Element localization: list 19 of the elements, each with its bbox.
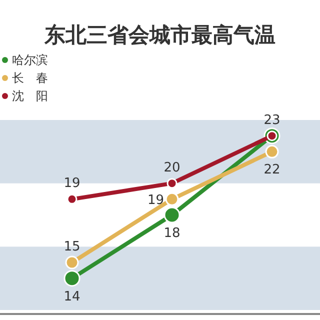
chart-title: 东北三省会城市最高气温 [44,22,276,47]
legend-label: 哈尔滨 [12,53,48,67]
point [165,192,179,206]
point [166,178,178,189]
point [65,256,79,270]
data-label: 18 [164,226,180,241]
point [265,144,279,158]
point [66,194,78,204]
point [164,206,180,224]
data-label: 15 [64,240,80,254]
data-label: 14 [64,289,80,304]
legend-label: 长 春 [12,71,48,85]
data-label: 19 [147,193,164,208]
data-label: 19 [64,176,80,192]
data-label: 23 [264,112,280,128]
point [64,270,80,287]
data-label: 20 [164,160,180,176]
legend-label: 沈 阳 [12,89,48,103]
data-label: 22 [264,162,280,178]
